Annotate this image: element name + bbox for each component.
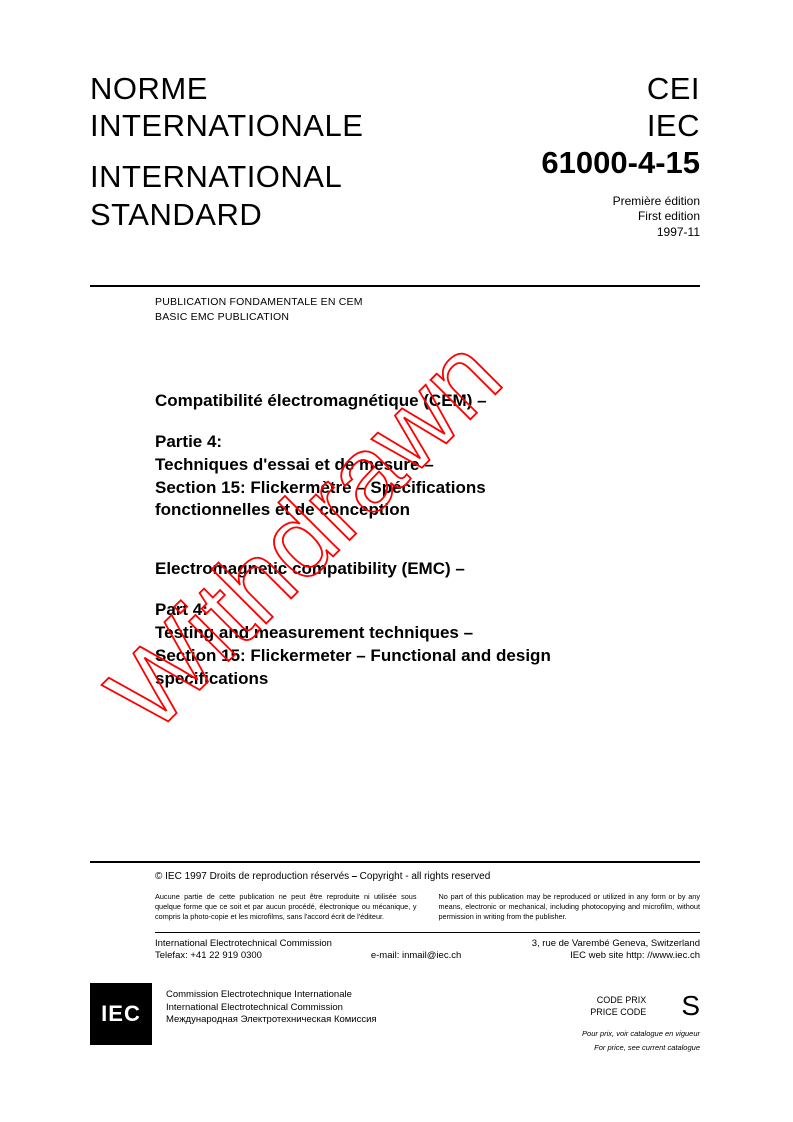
header-left: NORME INTERNATIONALE INTERNATIONAL STAND… (90, 70, 363, 240)
price-fr: CODE PRIX (590, 994, 646, 1006)
price-box: CODE PRIX PRICE CODE S Pour prix, voir c… (500, 983, 700, 1053)
catalogue-en: For price, see current catalogue (500, 1043, 700, 1053)
header-right: CEI IEC 61000-4-15 Première édition Firs… (541, 70, 700, 240)
footer-line-2: International Electrotechnical Commissio… (166, 1002, 500, 1014)
title-fr-part-label: Partie 4: (155, 431, 700, 454)
rule-thin (155, 932, 700, 933)
norme-en-1: INTERNATIONAL (90, 158, 363, 195)
copyright-fr: Aucune partie de cette publication ne pe… (155, 892, 417, 922)
iec-logo: IEC (90, 983, 152, 1045)
pub-type-en: BASIC EMC PUBLICATION (155, 310, 700, 325)
org-address: 3, rue de Varembé Geneva, Switzerland (532, 938, 700, 951)
title-en-part-title: Testing and measurement techniques – (155, 622, 700, 645)
title-fr-section: Section 15: Flickermètre – Spécification… (155, 477, 575, 523)
title-en-section: Section 15: Flickermeter – Functional an… (155, 645, 585, 691)
org-en: IEC (541, 107, 700, 144)
title-fr-part-title: Techniques d'essai et de mesure – (155, 454, 700, 477)
catalogue-fr: Pour prix, voir catalogue en vigueur (500, 1029, 700, 1039)
rule-top (90, 285, 700, 287)
norme-en-2: STANDARD (90, 196, 363, 233)
org-fax: Telefax: +41 22 919 0300 (155, 950, 262, 963)
org-web: IEC web site http: //www.iec.ch (570, 950, 700, 963)
copyright-en: No part of this publication may be repro… (439, 892, 701, 922)
price-en: PRICE CODE (590, 1006, 646, 1018)
org-fr: CEI (541, 70, 700, 107)
norme-fr-2: INTERNATIONALE (90, 107, 363, 144)
header: NORME INTERNATIONALE INTERNATIONAL STAND… (90, 70, 700, 240)
edition-fr: Première édition (541, 194, 700, 210)
rule-bottom (90, 861, 700, 863)
standard-number: 61000-4-15 (541, 144, 700, 181)
org-info: International Electrotechnical Commissio… (155, 938, 700, 964)
price-letter: S (681, 987, 700, 1025)
title-en-main: Electromagnetic compatibility (EMC) – (155, 558, 700, 581)
title-fr-main: Compatibilité électromagnétique (CEM) – (155, 390, 700, 413)
footer: IEC Commission Electrotechnique Internat… (90, 983, 700, 1053)
pub-type-fr: PUBLICATION FONDAMENTALE EN CEM (155, 295, 700, 310)
norme-fr-1: NORME (90, 70, 363, 107)
titles-block: Compatibilité électromagnétique (CEM) – … (155, 390, 700, 691)
footer-line-3: Международная Электротехническая Комисси… (166, 1014, 500, 1026)
footer-line-1: Commission Electrotechnique Internationa… (166, 989, 500, 1001)
footer-org-names: Commission Electrotechnique Internationa… (166, 983, 500, 1053)
edition-date: 1997-11 (541, 225, 700, 241)
publication-type: PUBLICATION FONDAMENTALE EN CEM BASIC EM… (155, 295, 700, 324)
org-email: e-mail: inmail@iec.ch (371, 950, 461, 963)
title-en-part-label: Part 4: (155, 599, 700, 622)
edition-block: Première édition First edition 1997-11 (541, 194, 700, 241)
edition-en: First edition (541, 209, 700, 225)
copyright-columns: Aucune partie de cette publication ne pe… (155, 892, 700, 922)
org-name: International Electrotechnical Commissio… (155, 938, 332, 951)
copyright-line: © IEC 1997 Droits de reproduction réserv… (155, 871, 700, 882)
